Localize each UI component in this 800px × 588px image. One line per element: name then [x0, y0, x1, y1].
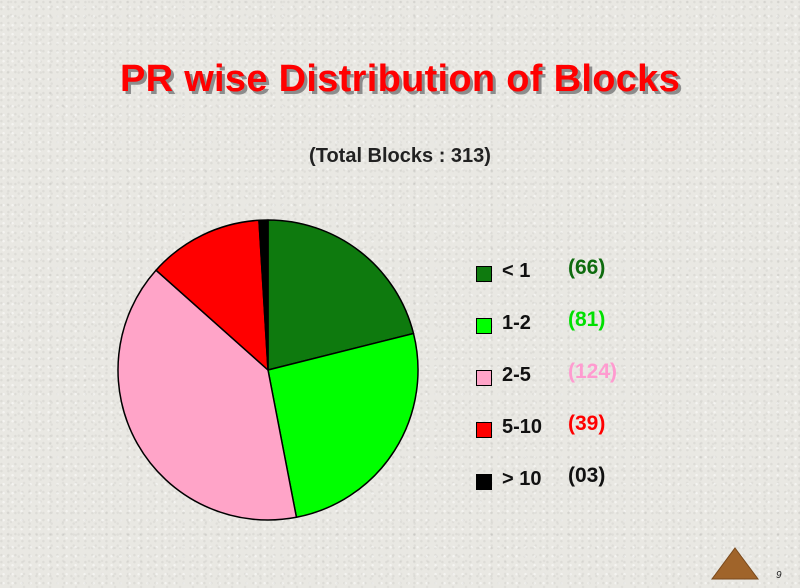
triangle-up-icon[interactable]: [710, 546, 760, 580]
legend-label: 2-5: [502, 364, 531, 386]
legend-swatch: [476, 318, 492, 334]
pie-slice-1: [267, 332, 419, 519]
legend-item: < 1 (66): [476, 256, 676, 312]
pie-slice-4: [258, 219, 269, 371]
pie-slice-3: [155, 219, 269, 371]
legend-swatch: [476, 474, 492, 490]
legend-label: 1-2: [502, 312, 531, 334]
legend-swatch: [476, 370, 492, 386]
legend-count: (81): [568, 308, 606, 331]
legend-label: > 10: [502, 468, 542, 490]
legend-item: 5-10 (39): [476, 412, 676, 468]
legend-swatch: [476, 422, 492, 438]
slide-subtitle: (Total Blocks : 313): [309, 145, 491, 167]
legend-item: 2-5 (124): [476, 360, 676, 416]
legend-item: > 10 (03): [476, 464, 676, 520]
slide-title: PR wise Distribution of Blocks: [119, 58, 681, 100]
legend-count: (124): [568, 360, 618, 383]
legend-count: (39): [568, 412, 606, 435]
legend-item: 1-2 (81): [476, 308, 676, 364]
legend-count: (66): [568, 256, 606, 279]
legend-swatch: [476, 266, 492, 282]
chart-legend: < 1 (66) 1-2 (81) 2-5 (124) 5-10 (39) > 10 (03): [476, 256, 676, 520]
legend-label: < 1: [502, 260, 531, 282]
page-number: 9: [776, 570, 782, 581]
legend-count: (03): [568, 464, 606, 487]
pie-slice-2: [117, 269, 298, 521]
pie-slice-0: [267, 219, 415, 371]
legend-label: 5-10: [502, 416, 543, 438]
